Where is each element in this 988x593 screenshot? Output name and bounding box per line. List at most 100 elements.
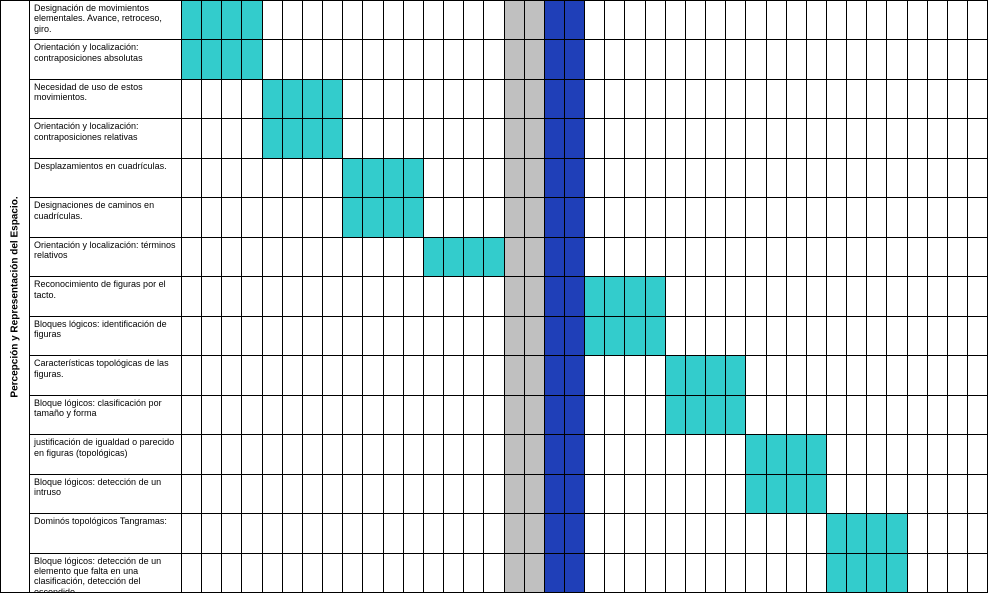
grid-cell [363,435,383,473]
grid-cell [686,435,706,473]
grid-cell [887,1,907,39]
grid-cell [968,554,987,592]
grid-cell [323,356,343,394]
grid-cell [484,277,504,315]
grid-cell [585,554,605,592]
grid-cell [948,1,968,39]
grid-cell [525,435,545,473]
grid-cell [525,554,545,592]
grid-cell [908,40,928,78]
grid-cell [202,277,222,315]
grid-cell [767,119,787,157]
grid-cell [948,514,968,552]
grid-cell [424,396,444,434]
gantt-bar-cell [182,1,202,39]
grid-cell [726,514,746,552]
grid-cell [646,475,666,513]
grid-cell [787,159,807,197]
grid-cell [948,277,968,315]
task-label: justificación de igualdad o parecido en … [30,435,182,473]
grid-cell [686,80,706,118]
gantt-row: Orientación y localización: contraposici… [30,40,987,79]
grid-cell [646,514,666,552]
gantt-grid [182,238,987,276]
grid-cell [827,198,847,236]
grid-cell [767,198,787,236]
grid-cell [242,238,262,276]
grid-cell [847,396,867,434]
grid-cell [222,514,242,552]
grid-cell [625,119,645,157]
task-label: Designaciones de caminos en cuadrículas. [30,198,182,236]
grid-cell [585,475,605,513]
task-label: Necesidad de uso de estos movimientos. [30,80,182,118]
grid-cell [746,198,766,236]
grid-cell [686,198,706,236]
grid-cell [444,159,464,197]
gantt-bar-cell [303,80,323,118]
gantt-row: Dominós topológicos Tangramas: [30,514,987,553]
grid-cell [887,119,907,157]
grid-cell [545,277,565,315]
grid-cell [908,396,928,434]
gantt-bar-cell [686,396,706,434]
grid-cell [263,356,283,394]
grid-cell [666,159,686,197]
gantt-bar-cell [847,514,867,552]
grid-cell [283,554,303,592]
grid-cell [928,1,948,39]
gantt-row: Orientación y localización: contraposici… [30,119,987,158]
grid-cell [202,198,222,236]
grid-cell [303,475,323,513]
grid-cell [928,80,948,118]
gantt-grid [182,159,987,197]
gantt-row: Reconocimiento de figuras por el tacto. [30,277,987,316]
grid-cell [464,435,484,473]
grid-cell [726,475,746,513]
grid-cell [182,475,202,513]
gantt-bar-cell [646,277,666,315]
grid-cell [363,40,383,78]
grid-cell [928,159,948,197]
grid-cell [283,238,303,276]
gantt-row: Designaciones de caminos en cuadrículas. [30,198,987,237]
grid-cell [323,554,343,592]
grid-cell [767,317,787,355]
grid-cell [525,356,545,394]
grid-cell [323,396,343,434]
gantt-row: Orientación y localización: términos rel… [30,238,987,277]
grid-cell [726,119,746,157]
grid-cell [505,40,525,78]
grid-cell [484,80,504,118]
grid-cell [585,396,605,434]
grid-cell [827,1,847,39]
grid-cell [283,40,303,78]
grid-cell [746,80,766,118]
grid-cell [746,554,766,592]
grid-cell [908,1,928,39]
grid-cell [222,317,242,355]
grid-cell [847,80,867,118]
grid-cell [242,554,262,592]
grid-cell [444,40,464,78]
grid-cell [827,238,847,276]
grid-cell [283,277,303,315]
grid-cell [948,435,968,473]
grid-cell [827,356,847,394]
grid-cell [283,159,303,197]
grid-cell [666,554,686,592]
grid-cell [746,317,766,355]
gantt-bar-cell [746,475,766,513]
grid-cell [343,554,363,592]
grid-cell [726,238,746,276]
grid-cell [182,238,202,276]
grid-cell [202,80,222,118]
grid-cell [444,1,464,39]
grid-cell [545,1,565,39]
grid-cell [222,435,242,473]
grid-cell [807,198,827,236]
grid-cell [787,40,807,78]
grid-cell [666,317,686,355]
grid-cell [787,356,807,394]
grid-cell [706,554,726,592]
